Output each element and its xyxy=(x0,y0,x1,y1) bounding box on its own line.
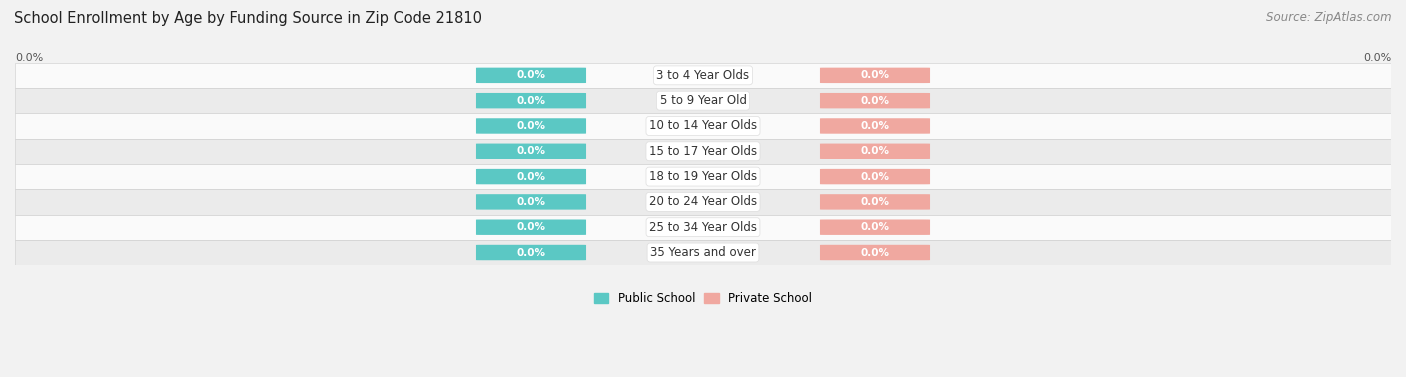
Text: 0.0%: 0.0% xyxy=(516,146,546,156)
Bar xyxy=(15,88,1391,113)
Text: 20 to 24 Year Olds: 20 to 24 Year Olds xyxy=(650,195,756,208)
FancyBboxPatch shape xyxy=(477,245,586,260)
Bar xyxy=(15,189,1391,215)
FancyBboxPatch shape xyxy=(477,169,586,184)
FancyBboxPatch shape xyxy=(477,219,586,235)
Text: 0.0%: 0.0% xyxy=(860,146,890,156)
Text: 0.0%: 0.0% xyxy=(860,222,890,232)
FancyBboxPatch shape xyxy=(820,67,929,83)
Bar xyxy=(15,215,1391,240)
Text: 5 to 9 Year Old: 5 to 9 Year Old xyxy=(659,94,747,107)
Text: 0.0%: 0.0% xyxy=(516,222,546,232)
Text: 0.0%: 0.0% xyxy=(1362,53,1391,63)
Text: 3 to 4 Year Olds: 3 to 4 Year Olds xyxy=(657,69,749,82)
FancyBboxPatch shape xyxy=(477,93,586,108)
FancyBboxPatch shape xyxy=(820,245,929,260)
Text: 0.0%: 0.0% xyxy=(516,121,546,131)
Bar xyxy=(15,139,1391,164)
Text: 0.0%: 0.0% xyxy=(516,172,546,182)
Text: 0.0%: 0.0% xyxy=(860,248,890,257)
Bar xyxy=(15,113,1391,139)
FancyBboxPatch shape xyxy=(820,118,929,134)
Text: 35 Years and over: 35 Years and over xyxy=(650,246,756,259)
Text: 0.0%: 0.0% xyxy=(860,70,890,80)
Text: 0.0%: 0.0% xyxy=(516,248,546,257)
Bar xyxy=(15,63,1391,88)
Bar xyxy=(15,164,1391,189)
FancyBboxPatch shape xyxy=(820,169,929,184)
Text: 0.0%: 0.0% xyxy=(516,70,546,80)
Bar xyxy=(15,240,1391,265)
FancyBboxPatch shape xyxy=(820,144,929,159)
Text: Source: ZipAtlas.com: Source: ZipAtlas.com xyxy=(1267,11,1392,24)
Text: 18 to 19 Year Olds: 18 to 19 Year Olds xyxy=(650,170,756,183)
FancyBboxPatch shape xyxy=(477,194,586,210)
Text: 0.0%: 0.0% xyxy=(860,172,890,182)
Text: 10 to 14 Year Olds: 10 to 14 Year Olds xyxy=(650,120,756,132)
FancyBboxPatch shape xyxy=(477,144,586,159)
Text: 15 to 17 Year Olds: 15 to 17 Year Olds xyxy=(650,145,756,158)
Text: 0.0%: 0.0% xyxy=(516,96,546,106)
FancyBboxPatch shape xyxy=(477,67,586,83)
FancyBboxPatch shape xyxy=(820,93,929,108)
FancyBboxPatch shape xyxy=(820,194,929,210)
Legend: Public School, Private School: Public School, Private School xyxy=(589,287,817,310)
Text: 25 to 34 Year Olds: 25 to 34 Year Olds xyxy=(650,221,756,234)
Text: 0.0%: 0.0% xyxy=(860,121,890,131)
Text: 0.0%: 0.0% xyxy=(860,96,890,106)
FancyBboxPatch shape xyxy=(477,118,586,134)
Text: 0.0%: 0.0% xyxy=(15,53,44,63)
Text: 0.0%: 0.0% xyxy=(516,197,546,207)
FancyBboxPatch shape xyxy=(820,219,929,235)
Text: 0.0%: 0.0% xyxy=(860,197,890,207)
Text: School Enrollment by Age by Funding Source in Zip Code 21810: School Enrollment by Age by Funding Sour… xyxy=(14,11,482,26)
